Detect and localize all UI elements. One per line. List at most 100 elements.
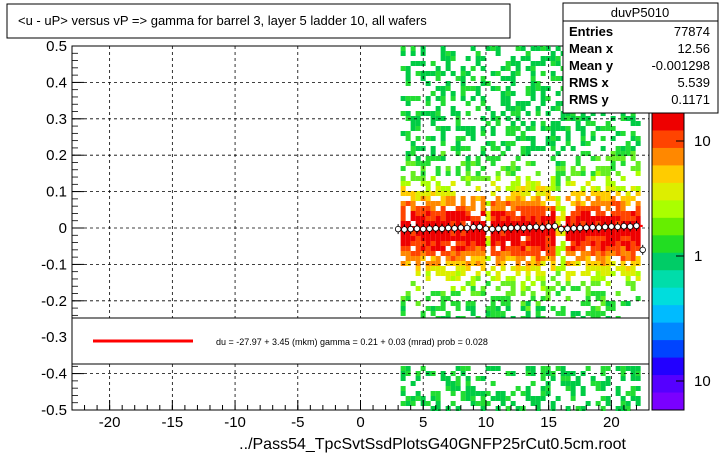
heatmap-cell: [430, 216, 436, 221]
heatmap-cell: [435, 111, 441, 116]
heatmap-cell: [500, 96, 506, 101]
stats-label: RMS x: [569, 75, 610, 90]
heatmap-cell: [460, 391, 466, 396]
heatmap-cell: [570, 386, 576, 391]
heatmap-cell: [465, 246, 471, 251]
heatmap-cell: [415, 156, 421, 161]
heatmap-cell: [590, 131, 596, 136]
profile-point: [520, 224, 527, 232]
heatmap-cell: [415, 391, 421, 396]
heatmap-cell: [630, 116, 636, 121]
heatmap-cell: [605, 221, 611, 226]
heatmap-cell: [540, 281, 546, 286]
heatmap-cell: [635, 376, 641, 381]
heatmap-cell: [440, 266, 446, 271]
heatmap-cell: [450, 51, 456, 56]
heatmap-cell: [495, 306, 501, 311]
color-scale-bin: [652, 375, 684, 394]
heatmap-cell: [545, 231, 551, 236]
heatmap-cell: [555, 251, 561, 256]
heatmap-cell: [600, 261, 606, 266]
heatmap-cell: [545, 126, 551, 131]
heatmap-cell: [455, 256, 461, 261]
heatmap-cell: [505, 86, 511, 91]
heatmap-cell: [475, 156, 481, 161]
heatmap-cell: [510, 141, 516, 146]
heatmap-cell: [525, 216, 531, 221]
heatmap-cell: [480, 396, 486, 401]
heatmap-cell: [605, 176, 611, 181]
heatmap-cell: [555, 61, 561, 66]
heatmap-cell: [445, 311, 451, 316]
heatmap-cell: [400, 96, 406, 101]
heatmap-cell: [460, 91, 466, 96]
heatmap-cell: [520, 201, 526, 206]
heatmap-cell: [590, 276, 596, 281]
heatmap-cell: [620, 376, 626, 381]
heatmap-cell: [550, 181, 556, 186]
heatmap-cell: [405, 246, 411, 251]
heatmap-cell: [460, 126, 466, 131]
heatmap-cell: [570, 236, 576, 241]
heatmap-cell: [425, 81, 431, 86]
y-tick-label: -0.4: [41, 366, 67, 383]
heatmap-cell: [515, 191, 521, 196]
heatmap-cell: [495, 196, 501, 201]
heatmap-cell: [615, 231, 621, 236]
heatmap-cell: [485, 281, 491, 286]
heatmap-cell: [530, 401, 536, 406]
heatmap-cell: [415, 176, 421, 181]
heatmap-cell: [580, 166, 586, 171]
heatmap-cell: [505, 306, 511, 311]
heatmap-cell: [435, 181, 441, 186]
heatmap-cell: [600, 371, 606, 376]
heatmap-cell: [545, 291, 551, 296]
heatmap-cell: [610, 151, 616, 156]
heatmap-cell: [600, 406, 606, 411]
heatmap-cell: [525, 206, 531, 211]
heatmap-cell: [445, 66, 451, 71]
heatmap-cell: [510, 191, 516, 196]
heatmap-cell: [590, 266, 596, 271]
heatmap-cell: [415, 96, 421, 101]
heatmap-cell: [555, 126, 561, 131]
heatmap-cell: [440, 71, 446, 76]
heatmap-cell: [460, 96, 466, 101]
heatmap-cell: [635, 186, 641, 191]
heatmap-cell: [495, 256, 501, 261]
heatmap-cell: [510, 221, 516, 226]
heatmap-cell: [620, 396, 626, 401]
heatmap-cell: [555, 396, 561, 401]
heatmap-cell: [480, 101, 486, 106]
heatmap-cell: [590, 156, 596, 161]
heatmap-cell: [595, 211, 601, 216]
heatmap-cell: [440, 231, 446, 236]
x-tick-label: 5: [419, 414, 427, 431]
heatmap-cell: [505, 211, 511, 216]
heatmap-cell: [550, 241, 556, 246]
heatmap-cell: [430, 146, 436, 151]
heatmap-cell: [400, 386, 406, 391]
heatmap-cell: [470, 236, 476, 241]
heatmap-cell: [405, 296, 411, 301]
heatmap-cell: [500, 216, 506, 221]
heatmap-cell: [560, 376, 566, 381]
heatmap-cell: [610, 261, 616, 266]
heatmap-cell: [515, 216, 521, 221]
heatmap-cell: [590, 186, 596, 191]
heatmap-cell: [495, 261, 501, 266]
heatmap-cell: [455, 301, 461, 306]
heatmap-cell: [495, 201, 501, 206]
heatmap-cell: [585, 121, 591, 126]
heatmap-cell: [450, 191, 456, 196]
heatmap-cell: [555, 181, 561, 186]
heatmap-cell: [485, 141, 491, 146]
heatmap-cell: [475, 241, 481, 246]
heatmap-cell: [540, 146, 546, 151]
heatmap-cell: [460, 76, 466, 81]
heatmap-cell: [610, 156, 616, 161]
heatmap-cell: [575, 246, 581, 251]
heatmap-cell: [505, 406, 511, 411]
heatmap-cell: [490, 301, 496, 306]
heatmap-cell: [500, 221, 506, 226]
